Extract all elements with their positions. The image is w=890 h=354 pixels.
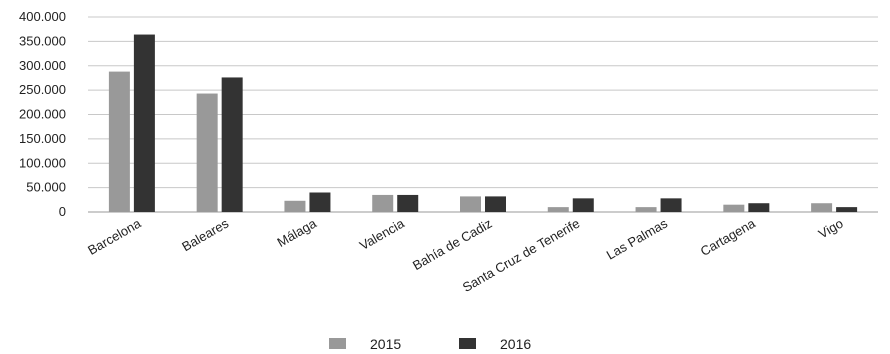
- bar-2016-3: [397, 194, 419, 212]
- y-tick-label: 250.000: [19, 82, 66, 97]
- y-tick-label: 350.000: [19, 33, 66, 48]
- bars: [108, 34, 858, 212]
- legend-swatch-2015: [329, 338, 346, 349]
- y-axis-tick-labels: 0 50.000 100.000 150.000 200.000 250.000 300.0…: [19, 9, 66, 219]
- y-tick-label: 50.000: [26, 180, 66, 195]
- bar-2016-2: [309, 192, 331, 212]
- y-tick-label: 400.000: [19, 9, 66, 24]
- bar-2016-0: [133, 34, 155, 212]
- bar-2015-0: [108, 71, 130, 212]
- y-tick-label: 200.000: [19, 107, 66, 122]
- y-tick-label: 300.000: [19, 58, 66, 73]
- bar-2015-6: [635, 207, 657, 212]
- x-axis-category-labels: Barcelona Baleares Málaga Valencia Bahía de …: [85, 215, 845, 295]
- bar-2016-7: [748, 203, 770, 212]
- bar-2015-1: [196, 93, 218, 212]
- category-label: Valencia: [357, 215, 408, 253]
- category-label: Baleares: [179, 215, 231, 254]
- bar-2016-6: [660, 198, 682, 212]
- category-label: Cartagena: [698, 215, 759, 259]
- bar-2015-8: [811, 203, 833, 212]
- category-label: Barcelona: [85, 215, 144, 258]
- bar-2015-2: [284, 200, 306, 212]
- bar-2015-3: [372, 194, 394, 212]
- category-label: Málaga: [275, 215, 320, 250]
- bar-2016-8: [836, 207, 858, 212]
- legend-swatch-2016: [459, 338, 476, 349]
- legend-label: 2016: [500, 336, 531, 352]
- legend-label: 2015: [370, 336, 401, 352]
- bar-2016-4: [485, 196, 506, 212]
- bar-2016-1: [221, 77, 243, 212]
- category-label: Bahía de Cadiz: [410, 216, 494, 273]
- bar-2016-5: [572, 198, 594, 212]
- legend: 2015 2016: [329, 336, 531, 352]
- bar-2015-7: [723, 204, 745, 212]
- y-tick-label: 100.000: [19, 155, 66, 170]
- bar-2015-4: [460, 196, 481, 212]
- bar-2015-5: [547, 207, 569, 212]
- gridlines: [88, 16, 878, 213]
- y-tick-label: 150.000: [19, 131, 66, 146]
- category-label: Las Palmas: [604, 215, 671, 262]
- y-tick-label: 0: [59, 204, 66, 219]
- category-label: Vigo: [816, 216, 846, 242]
